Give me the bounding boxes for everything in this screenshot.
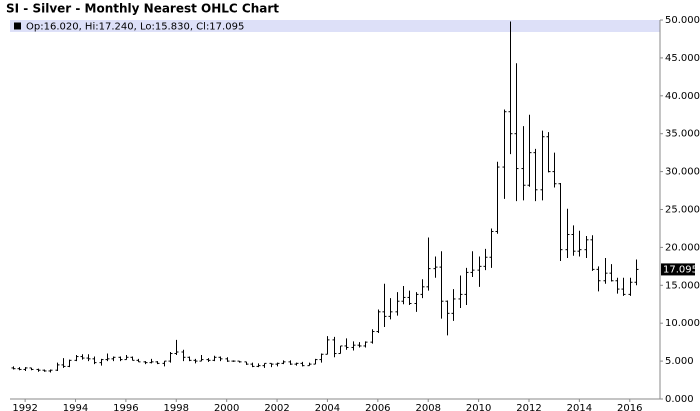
x-tick-label: 1996 bbox=[113, 403, 138, 411]
y-tick-label: 30.000 bbox=[665, 167, 700, 178]
x-tick-label: 2006 bbox=[365, 403, 390, 411]
header-bar bbox=[10, 20, 660, 32]
header-text: Op:16.020, Hi:17.240, Lo:15.830, Cl:17.0… bbox=[26, 22, 244, 33]
last-price-label: 17.095 bbox=[663, 264, 698, 275]
x-tick-label: 2004 bbox=[315, 403, 340, 411]
y-tick-label: 0.000 bbox=[665, 394, 694, 405]
x-tick-label: 1992 bbox=[12, 403, 37, 411]
y-tick-label: 25.000 bbox=[665, 205, 700, 216]
x-tick-label: 2014 bbox=[567, 403, 592, 411]
y-tick-label: 40.000 bbox=[665, 91, 700, 102]
last-price-box bbox=[661, 263, 695, 276]
x-tick-label: 1994 bbox=[63, 403, 88, 411]
y-tick-label: 15.000 bbox=[665, 280, 700, 291]
chart-title: SI - Silver - Monthly Nearest OHLC Chart bbox=[6, 2, 279, 16]
y-tick-label: 50.000 bbox=[665, 15, 700, 26]
x-tick-label: 2008 bbox=[415, 403, 440, 411]
x-tick-label: 2000 bbox=[214, 403, 239, 411]
x-tick-label: 1998 bbox=[164, 403, 189, 411]
y-tick-label: 10.000 bbox=[665, 318, 700, 329]
y-tick-label: 20.000 bbox=[665, 242, 700, 253]
x-tick-label: 2016 bbox=[617, 403, 642, 411]
x-tick-label: 2002 bbox=[264, 403, 289, 411]
x-tick-label: 2010 bbox=[466, 403, 491, 411]
y-tick-label: 35.000 bbox=[665, 129, 700, 140]
y-tick-label: 45.000 bbox=[665, 53, 700, 64]
y-tick-label: 5.000 bbox=[665, 356, 694, 367]
x-tick-label: 2012 bbox=[516, 403, 541, 411]
header-icon bbox=[14, 22, 21, 30]
